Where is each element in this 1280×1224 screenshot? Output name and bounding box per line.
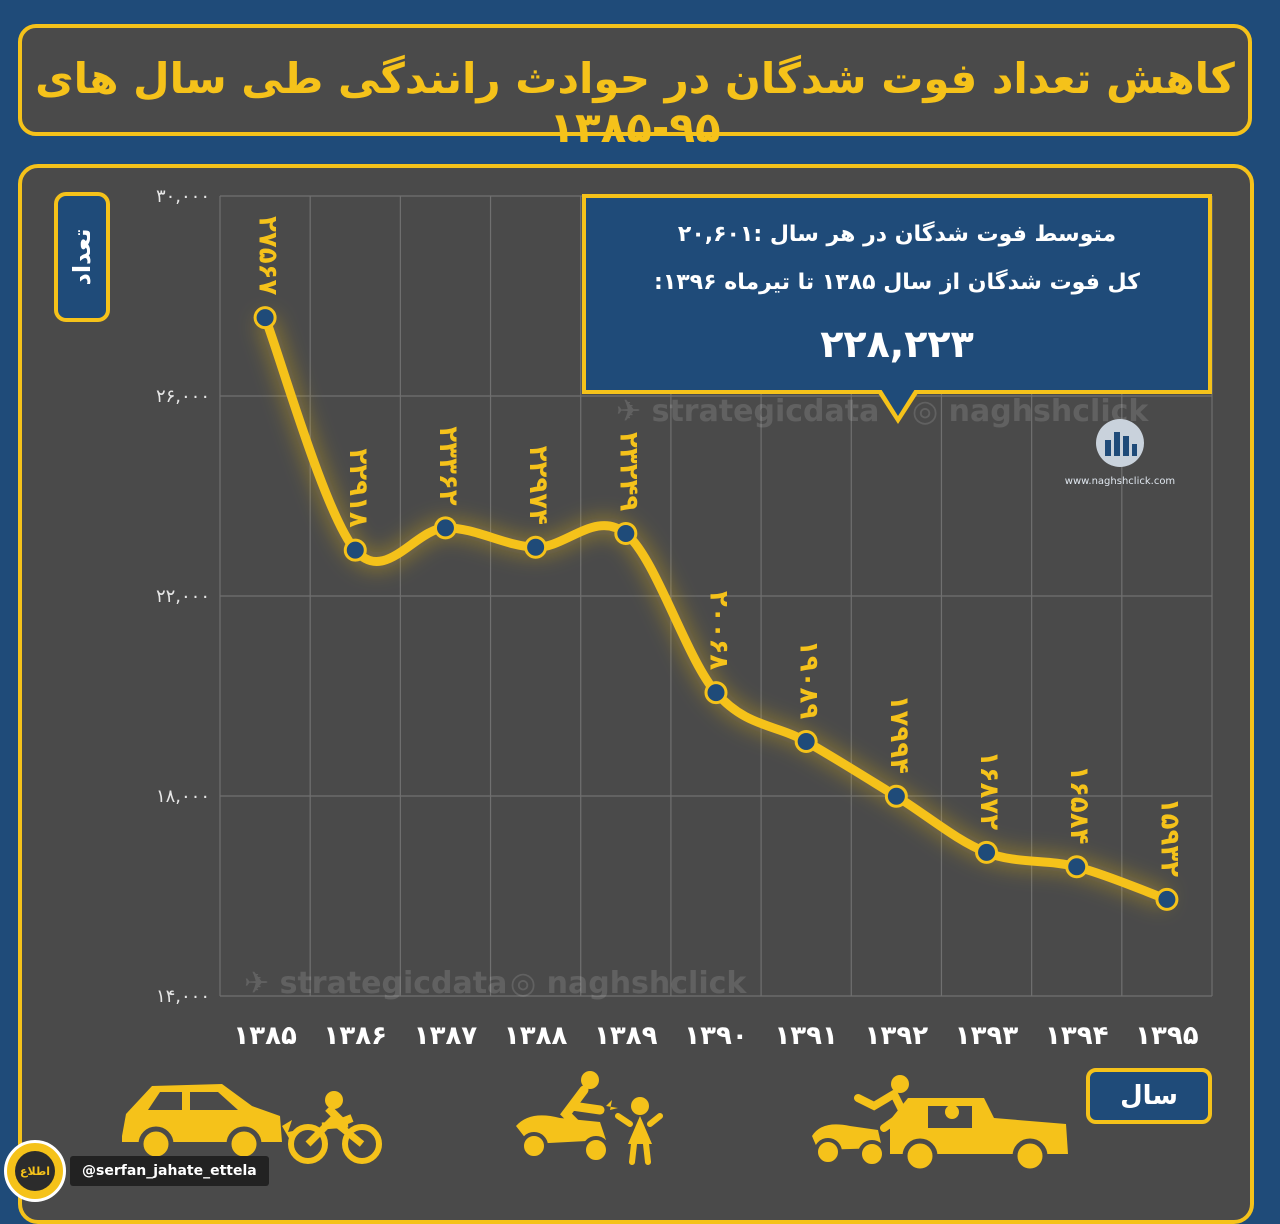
data-label: ۲۳۳۶۲ [433,426,463,505]
y-tick-label: ۲۲,۰۰۰ [156,586,210,607]
x-tick-label: ۱۳۹۴ [1045,1021,1108,1051]
data-point [524,535,548,559]
data-point [433,516,457,540]
x-tick-label: ۱۳۹۱ [774,1021,837,1051]
bar-logo-icon [1096,419,1144,467]
data-point [614,522,638,546]
data-label: ۱۶۵۸۴ [1064,765,1094,844]
data-point [1155,887,1179,911]
data-point [794,730,818,754]
y-tick-label: ۱۸,۰۰۰ [156,786,210,807]
handle-badge-text: اطلاع [15,1151,55,1191]
x-tick-label: ۱۳۹۳ [955,1021,1019,1051]
watermark-telegram-bottom: ✈ strategicdata [244,966,508,1001]
logo-caption: www.naghshclick.com [1064,476,1176,487]
summary-box: متوسط فوت شدگان در هر سال :۲۰,۶۰۱ کل فوت… [582,194,1212,394]
data-point [1065,855,1089,879]
data-label: ۲۳۲۴۹ [613,432,643,511]
handle-badge: اطلاع [4,1140,66,1202]
x-tick-label: ۱۳۸۸ [504,1021,568,1051]
y-axis-label-box: تعداد [54,192,110,322]
handle-username: @serfan_jahate_ettela [70,1156,269,1186]
total-deaths-label: کل فوت شدگان از سال ۱۳۸۵ تا تیرماه ۱۳۹۶: [654,270,1140,295]
data-label: ۲۲۹۱۸ [343,448,373,527]
total-deaths-value: ۲۲۸,۲۲۳ [820,322,974,366]
data-label: ۱۹۰۸۹ [794,640,824,719]
x-tick-label: ۱۳۸۹ [594,1021,658,1051]
data-point [704,681,728,705]
x-tick-label: ۱۳۸۵ [233,1021,297,1051]
data-label: ۲۷۵۶۷ [253,216,283,295]
data-point [343,538,367,562]
data-label: ۱۵۹۳۲ [1154,798,1184,877]
data-label: ۱۶۸۷۲ [974,751,1004,830]
x-tick-label: ۱۳۸۷ [414,1021,478,1051]
x-axis-label: سال [1086,1068,1212,1124]
y-tick-label: ۲۶,۰۰۰ [156,386,210,407]
data-label: ۲۰۰۶۸ [704,591,734,670]
y-axis-label: تعداد [68,228,96,286]
data-point [884,784,908,808]
x-tick-label: ۱۳۹۰ [684,1021,747,1051]
y-tick-label: ۳۰,۰۰۰ [156,186,210,207]
summary-pointer-inner [881,389,915,416]
instagram-handle: @serfan_jahate_ettela اطلاع [4,1140,269,1202]
chart-title: کاهش تعداد فوت شدگان در حوادث رانندگی طی… [35,54,1235,152]
average-deaths-text: متوسط فوت شدگان در هر سال :۲۰,۶۰۱ [677,222,1117,247]
car-motorcycle-crash-icon [122,1084,382,1164]
watermark-telegram: ✈ strategicdata [616,394,880,429]
x-tick-label: ۱۳۹۲ [865,1021,929,1051]
data-label: ۲۲۹۷۴ [523,446,553,525]
pedestrian-truck-crash-icon [812,1075,1068,1172]
y-tick-label: ۱۴,۰۰۰ [156,986,210,1007]
data-label: ۱۷۹۹۴ [884,695,914,774]
data-point [975,840,999,864]
x-tick-label: ۱۳۸۶ [324,1021,387,1051]
title-box: کاهش تعداد فوت شدگان در حوادث رانندگی طی… [18,24,1252,152]
watermark-instagram-bottom: ◎ naghshclick [510,966,747,1001]
data-point [253,306,277,330]
scooter-pedestrian-crash-icon [516,1071,663,1165]
x-tick-label: ۱۳۹۵ [1135,1021,1199,1051]
naghshclick-logo: www.naghshclick.com [1060,418,1180,496]
